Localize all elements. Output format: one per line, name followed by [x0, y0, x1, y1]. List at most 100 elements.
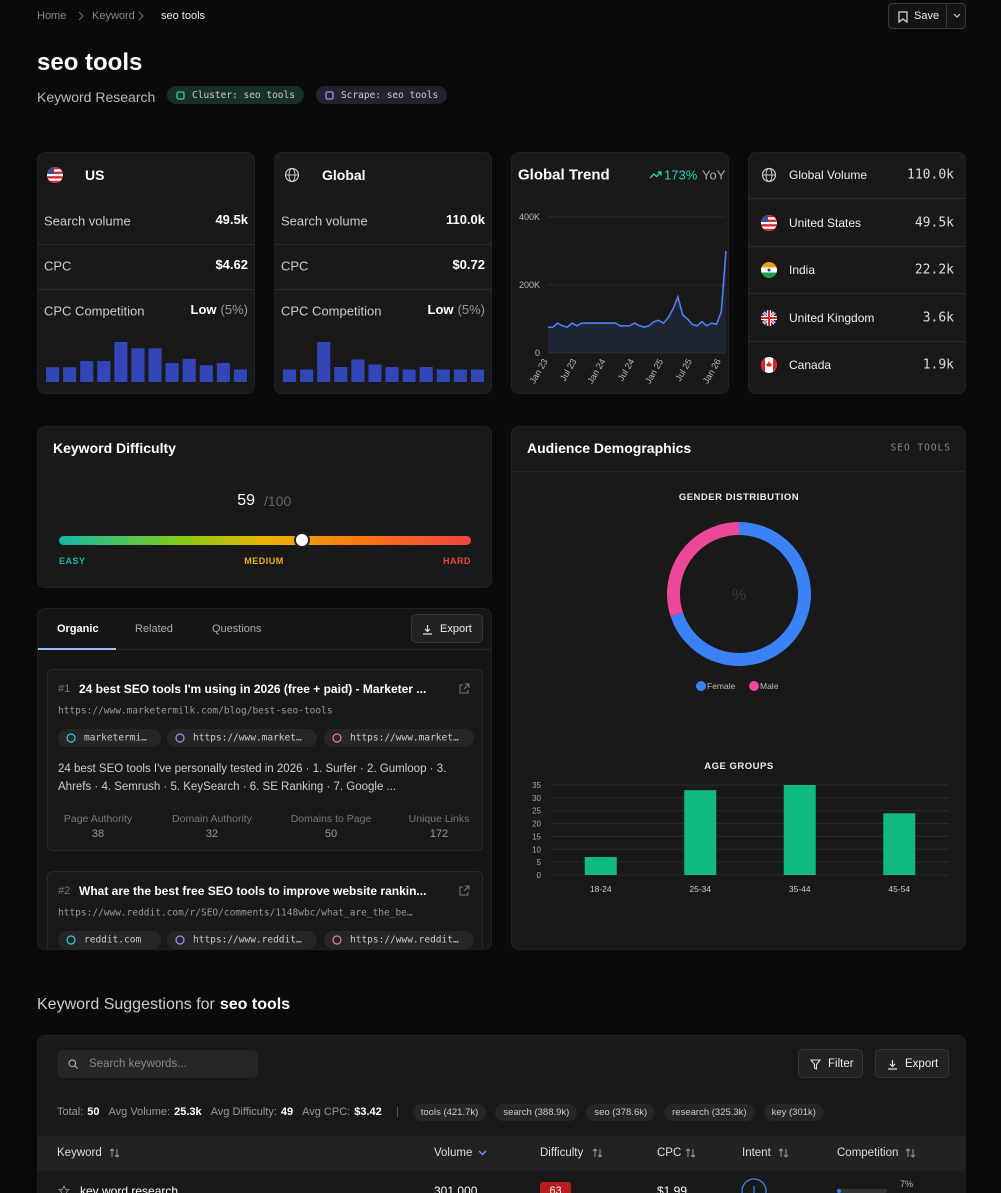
- result-chip: marketermi…: [58, 729, 161, 747]
- save-button[interactable]: Save: [888, 3, 966, 29]
- row-divider: [38, 244, 254, 245]
- bar: [883, 813, 916, 875]
- stat-value: 49: [280, 1106, 294, 1118]
- volume-cell: 301,000: [434, 1184, 478, 1193]
- chip-label: marketermi…: [84, 732, 147, 744]
- metric-card-name: Global: [322, 167, 366, 183]
- stat: Total: 50: [57, 1106, 100, 1118]
- metric-value: 50: [324, 828, 338, 840]
- result-title[interactable]: 24 best SEO tools I'm using in 2026 (fre…: [79, 682, 427, 696]
- result-title[interactable]: What are the best free SEO tools to impr…: [79, 884, 427, 898]
- sparkline-bar: [385, 367, 399, 382]
- sparkline-bar: [216, 363, 230, 382]
- trend-up-icon: [649, 171, 662, 179]
- tab[interactable]: Organic: [57, 623, 99, 635]
- tag-pill: Scrape: seo tools: [315, 86, 448, 104]
- trend-chart: 0 200K 400K Jan 23 Jul 23 Jan 24 Jul 24 Jan 25 J…: [519, 212, 727, 385]
- metric-label: Search volume: [281, 213, 368, 229]
- x-tick-label: Jan 23: [528, 357, 550, 385]
- keyword-chip[interactable]: tools (421.7k): [412, 1103, 487, 1121]
- column-header[interactable]: Intent: [742, 1147, 771, 1159]
- keyword-chip[interactable]: key (301k): [763, 1103, 824, 1121]
- difficulty-title: Keyword Difficulty: [53, 440, 176, 456]
- keyword-chip[interactable]: research (325.3k): [664, 1103, 755, 1121]
- column-header[interactable]: Volume: [434, 1147, 473, 1159]
- tag-pill: Cluster: seo tools: [167, 86, 304, 104]
- trend-change: 173%: [664, 167, 698, 183]
- metric-card-name: US: [85, 167, 105, 183]
- column-header[interactable]: Keyword: [57, 1147, 102, 1159]
- flag-icon: [761, 357, 777, 373]
- country-volume: 1.9k: [922, 357, 954, 373]
- chip-label: https://www.market…: [350, 732, 459, 744]
- stats-divider: [396, 1107, 398, 1117]
- metric-label: Domains to Page: [290, 813, 372, 825]
- tab[interactable]: Related: [135, 623, 173, 635]
- trend-line: [548, 250, 727, 329]
- result-snippet: 24 best SEO tools I've personally tested…: [58, 763, 447, 793]
- external-link-icon: [459, 885, 470, 896]
- metric-value-detail: (5%): [220, 302, 248, 317]
- result-url: https://www.reddit.com/r/SEO/comments/11…: [58, 907, 413, 919]
- column-header[interactable]: Competition: [837, 1147, 899, 1159]
- sparkline-bar: [182, 358, 196, 382]
- country-name: Global Volume: [789, 168, 868, 182]
- row-divider: [275, 289, 491, 290]
- result-chip: https://www.market…: [324, 729, 474, 747]
- countries-card: Global Volume 110.0k United States 49.5k Ind…: [748, 152, 966, 394]
- stat-label: Avg Volume:: [108, 1106, 171, 1118]
- metric-value-text: $4.62: [215, 257, 248, 272]
- export-button[interactable]: Export: [411, 614, 483, 643]
- metric-label: Page Authority: [63, 813, 133, 825]
- audience-card: Audience Demographics SEO TOOLS GENDER DIS…: [511, 426, 966, 950]
- sort-icon: [905, 1148, 916, 1158]
- metric-label: CPC Competition: [44, 303, 145, 319]
- export-button[interactable]: Export: [875, 1049, 949, 1078]
- country-name: United Kingdom: [789, 310, 875, 325]
- metric-label: CPC Competition: [281, 303, 382, 319]
- x-tick-label: Jul 23: [558, 357, 579, 383]
- row-divider: [749, 198, 965, 199]
- keyword-chip[interactable]: search (388.9k): [495, 1103, 578, 1121]
- x-tick-label: Jan 25: [643, 357, 665, 385]
- row-divider: [38, 289, 254, 290]
- breadcrumb-separator: [78, 11, 84, 21]
- heading-keyword: seo tools: [219, 996, 291, 1013]
- tab[interactable]: Questions: [212, 623, 262, 635]
- metric-value-detail: (5%): [457, 302, 485, 317]
- keyword-cell[interactable]: key word research: [80, 1184, 179, 1193]
- save-divider: [946, 4, 947, 28]
- result-rank: #1: [58, 683, 71, 695]
- sparkline-bar: [334, 367, 348, 382]
- metric-value: 32: [205, 828, 219, 840]
- flag-icon: [761, 262, 777, 278]
- sparkline-bar: [97, 360, 111, 382]
- tag-label: Cluster: seo tools: [192, 89, 295, 101]
- star-icon: [57, 1184, 71, 1193]
- y-tick-label: 0: [537, 871, 542, 880]
- stat-label: Avg CPC:: [302, 1106, 351, 1118]
- sparkline-bar: [351, 359, 365, 382]
- metric-value: 172: [429, 828, 449, 840]
- chip-icon: [66, 733, 76, 743]
- y-tick-label: 20: [532, 820, 541, 829]
- metric-value-text: 49.5k: [215, 212, 248, 227]
- column-header[interactable]: CPC: [657, 1147, 682, 1159]
- x-tick-label: Jan 26: [701, 357, 723, 385]
- search-input[interactable]: Search keywords...: [57, 1050, 258, 1078]
- save-label: Save: [914, 10, 940, 22]
- sparkline-bar: [114, 342, 128, 382]
- serp-panel: Organic Related Questions Export #1 24 best S…: [37, 608, 492, 950]
- chip-label: https://www.reddit…: [350, 934, 459, 946]
- keyword-chip[interactable]: seo (378.6k): [586, 1103, 656, 1121]
- suggestions-heading: Keyword Suggestions for seo tools: [37, 996, 290, 1014]
- flag-icon: [47, 167, 63, 183]
- filter-button[interactable]: Filter: [798, 1049, 863, 1078]
- table-header-bg: [38, 1136, 965, 1171]
- column-header[interactable]: Difficulty: [540, 1147, 584, 1159]
- chip-icon: [332, 935, 342, 945]
- x-tick-label: Jul 24: [616, 357, 637, 383]
- y-tick-label: 30: [532, 794, 541, 803]
- metric-value: 110.0k: [446, 212, 485, 227]
- metric-value-text: 110.0k: [445, 212, 485, 227]
